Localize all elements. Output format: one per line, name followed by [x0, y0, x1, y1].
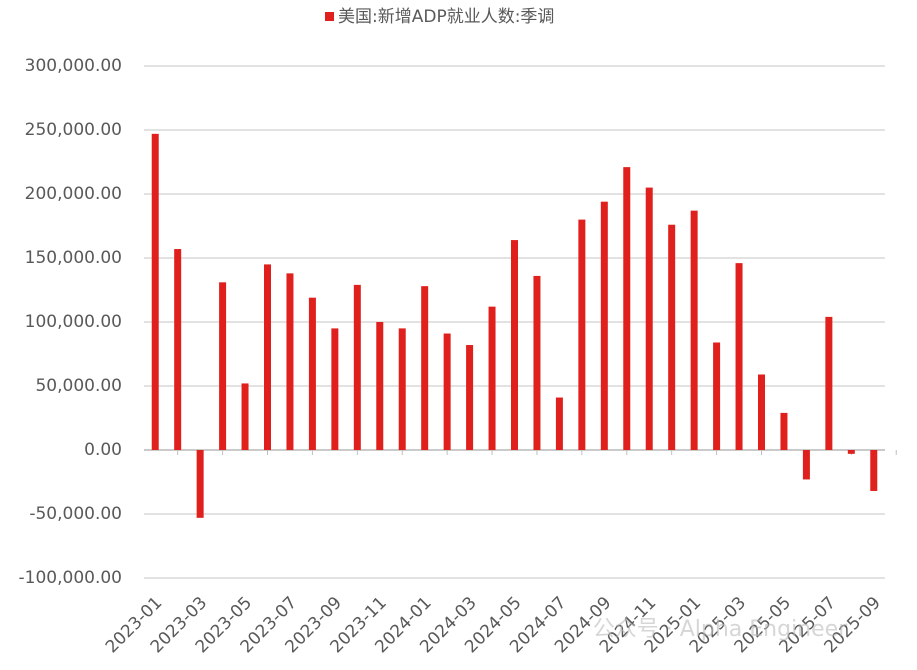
bar [825, 316, 833, 450]
bar [645, 187, 653, 450]
y-tick-label: 50,000.00 [35, 376, 122, 396]
y-tick-label: 200,000.00 [25, 184, 122, 204]
bar [219, 282, 227, 450]
legend-swatch [325, 12, 334, 21]
y-tick-label: 150,000.00 [25, 248, 122, 268]
bar [488, 306, 496, 450]
bar [533, 275, 541, 450]
bar [443, 333, 451, 450]
y-tick-label: 0.00 [84, 440, 122, 460]
bar [331, 328, 339, 450]
y-tick-label: 300,000.00 [25, 56, 122, 76]
y-tick-label: -100,000.00 [19, 568, 122, 588]
bar [286, 273, 294, 450]
bar [241, 383, 249, 450]
bar [376, 322, 384, 450]
bar [151, 133, 159, 450]
bar [511, 240, 518, 450]
y-tick-label: 100,000.00 [25, 312, 122, 332]
bar [466, 345, 474, 450]
y-tick-label: -50,000.00 [29, 504, 122, 524]
bar [668, 224, 676, 450]
bar [421, 286, 429, 450]
bar [802, 450, 810, 480]
watermark: 公众号 · Alpha Engineer [593, 617, 848, 642]
bar [578, 219, 586, 450]
bar [780, 412, 788, 450]
bar [600, 201, 608, 450]
bar [353, 284, 361, 450]
legend-label: 美国:新增ADP就业人数:季调 [338, 7, 554, 27]
bar [758, 374, 765, 450]
bar [713, 342, 721, 450]
bar [555, 397, 563, 450]
bar [174, 249, 182, 450]
bar [308, 297, 316, 450]
bar [264, 264, 271, 450]
bar [398, 328, 406, 450]
bar [870, 450, 878, 491]
bar [735, 263, 743, 450]
y-tick-label: 250,000.00 [25, 120, 122, 140]
bar [623, 167, 631, 450]
bar [690, 210, 698, 450]
bar [196, 450, 204, 518]
bar [847, 450, 855, 454]
